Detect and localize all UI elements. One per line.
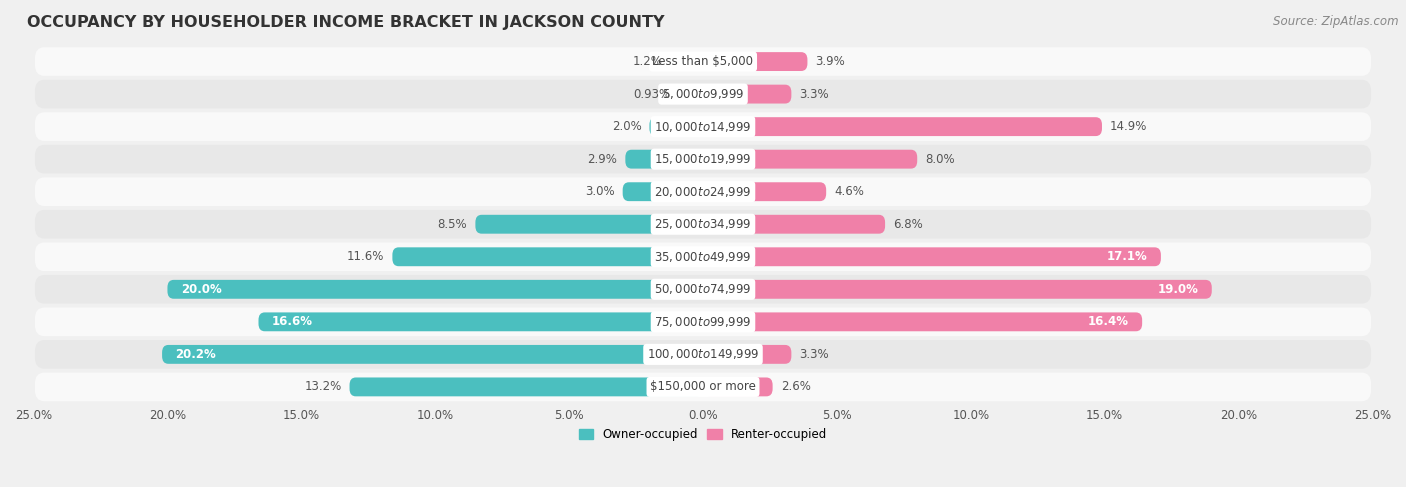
FancyBboxPatch shape — [35, 373, 1371, 401]
FancyBboxPatch shape — [703, 52, 807, 71]
Text: 17.1%: 17.1% — [1107, 250, 1147, 263]
Text: $50,000 to $74,999: $50,000 to $74,999 — [654, 282, 752, 296]
Text: 8.5%: 8.5% — [437, 218, 467, 231]
Text: 20.0%: 20.0% — [181, 283, 222, 296]
FancyBboxPatch shape — [703, 312, 1142, 331]
Text: 4.6%: 4.6% — [834, 185, 865, 198]
FancyBboxPatch shape — [703, 150, 917, 169]
Text: $15,000 to $19,999: $15,000 to $19,999 — [654, 152, 752, 166]
Text: 3.9%: 3.9% — [815, 55, 845, 68]
FancyBboxPatch shape — [35, 112, 1371, 141]
Text: $75,000 to $99,999: $75,000 to $99,999 — [654, 315, 752, 329]
FancyBboxPatch shape — [703, 345, 792, 364]
FancyBboxPatch shape — [35, 307, 1371, 336]
Text: 3.3%: 3.3% — [800, 348, 830, 361]
FancyBboxPatch shape — [162, 345, 703, 364]
Text: 20.2%: 20.2% — [176, 348, 217, 361]
FancyBboxPatch shape — [350, 377, 703, 396]
FancyBboxPatch shape — [703, 85, 792, 104]
FancyBboxPatch shape — [703, 247, 1161, 266]
FancyBboxPatch shape — [703, 215, 886, 234]
Text: 6.8%: 6.8% — [893, 218, 922, 231]
Text: $20,000 to $24,999: $20,000 to $24,999 — [654, 185, 752, 199]
FancyBboxPatch shape — [650, 117, 703, 136]
Text: 3.0%: 3.0% — [585, 185, 614, 198]
Text: 19.0%: 19.0% — [1157, 283, 1198, 296]
FancyBboxPatch shape — [167, 280, 703, 299]
FancyBboxPatch shape — [35, 47, 1371, 76]
Text: 0.93%: 0.93% — [633, 88, 671, 101]
Text: $5,000 to $9,999: $5,000 to $9,999 — [662, 87, 744, 101]
FancyBboxPatch shape — [475, 215, 703, 234]
Text: 2.0%: 2.0% — [612, 120, 641, 133]
FancyBboxPatch shape — [35, 80, 1371, 109]
FancyBboxPatch shape — [626, 150, 703, 169]
Legend: Owner-occupied, Renter-occupied: Owner-occupied, Renter-occupied — [574, 423, 832, 446]
FancyBboxPatch shape — [703, 280, 1212, 299]
FancyBboxPatch shape — [259, 312, 703, 331]
Text: $100,000 to $149,999: $100,000 to $149,999 — [647, 347, 759, 361]
FancyBboxPatch shape — [35, 145, 1371, 173]
FancyBboxPatch shape — [35, 243, 1371, 271]
Text: 1.2%: 1.2% — [633, 55, 662, 68]
Text: 11.6%: 11.6% — [347, 250, 384, 263]
FancyBboxPatch shape — [678, 85, 703, 104]
Text: 2.6%: 2.6% — [780, 380, 810, 393]
FancyBboxPatch shape — [35, 210, 1371, 239]
Text: Source: ZipAtlas.com: Source: ZipAtlas.com — [1274, 15, 1399, 28]
Text: 13.2%: 13.2% — [304, 380, 342, 393]
Text: 2.9%: 2.9% — [588, 152, 617, 166]
Text: Less than $5,000: Less than $5,000 — [652, 55, 754, 68]
Text: $150,000 or more: $150,000 or more — [650, 380, 756, 393]
FancyBboxPatch shape — [35, 275, 1371, 303]
Text: 16.6%: 16.6% — [271, 316, 314, 328]
Text: 3.3%: 3.3% — [800, 88, 830, 101]
Text: $10,000 to $14,999: $10,000 to $14,999 — [654, 120, 752, 133]
FancyBboxPatch shape — [703, 117, 1102, 136]
FancyBboxPatch shape — [35, 177, 1371, 206]
FancyBboxPatch shape — [623, 182, 703, 201]
FancyBboxPatch shape — [703, 377, 773, 396]
Text: 16.4%: 16.4% — [1088, 316, 1129, 328]
FancyBboxPatch shape — [392, 247, 703, 266]
Text: 14.9%: 14.9% — [1109, 120, 1147, 133]
FancyBboxPatch shape — [703, 182, 827, 201]
Text: 8.0%: 8.0% — [925, 152, 955, 166]
Text: OCCUPANCY BY HOUSEHOLDER INCOME BRACKET IN JACKSON COUNTY: OCCUPANCY BY HOUSEHOLDER INCOME BRACKET … — [27, 15, 665, 30]
Text: $35,000 to $49,999: $35,000 to $49,999 — [654, 250, 752, 264]
Text: $25,000 to $34,999: $25,000 to $34,999 — [654, 217, 752, 231]
FancyBboxPatch shape — [671, 52, 703, 71]
FancyBboxPatch shape — [35, 340, 1371, 369]
